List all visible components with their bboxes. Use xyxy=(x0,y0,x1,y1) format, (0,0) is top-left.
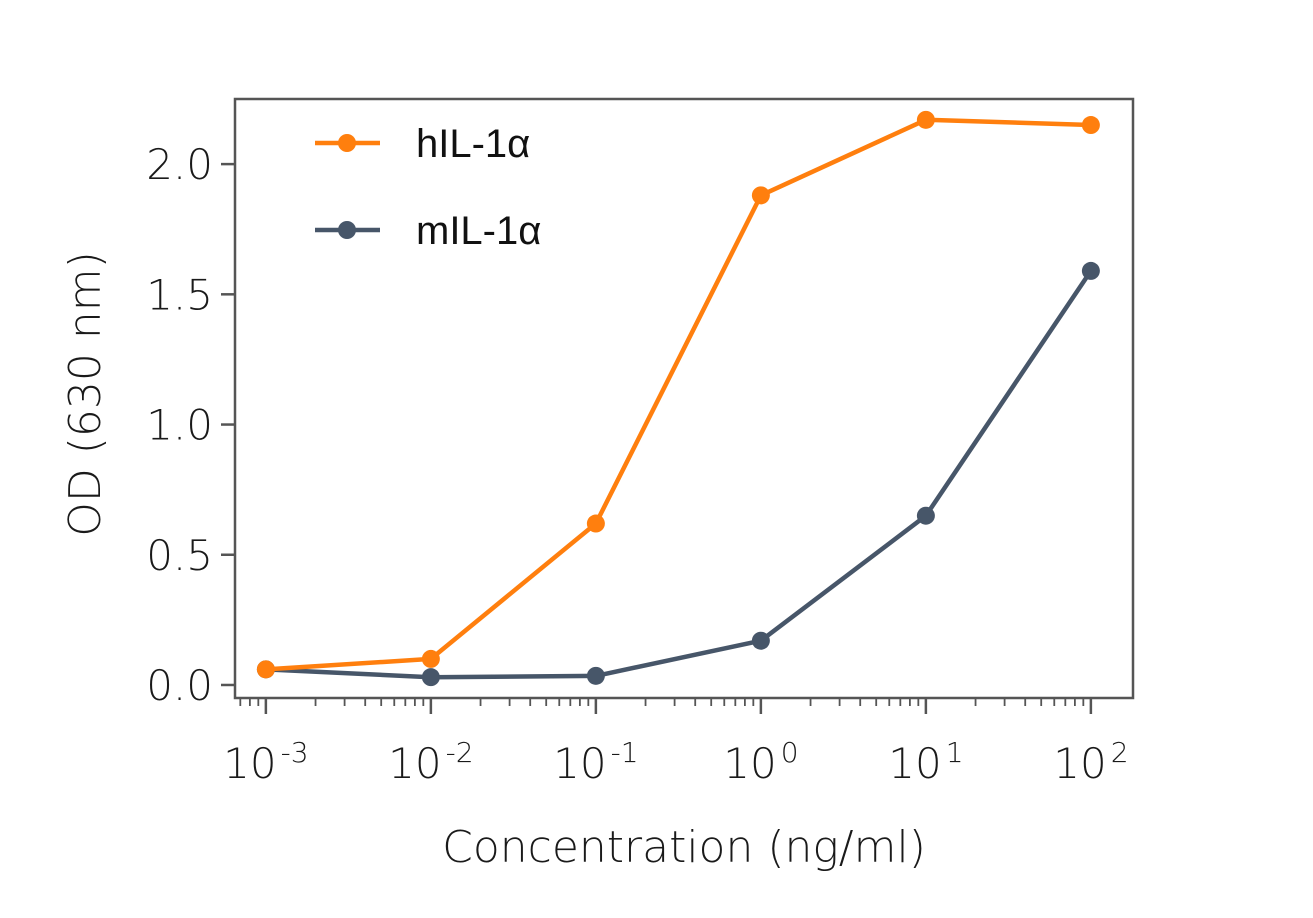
data-point-0-4 xyxy=(916,110,935,129)
data-point-1-4 xyxy=(916,506,935,525)
legend-swatch-marker-0 xyxy=(338,134,356,152)
y-axis: 0.0 0.5 1.0 1.5 2.0 xyxy=(146,140,235,710)
x-tick-label-0: 10 -3 xyxy=(223,736,308,788)
series-1 xyxy=(256,261,1100,687)
x-tick-label-3: 10 0 xyxy=(723,736,798,788)
legend-item-1: mIL-1α xyxy=(315,209,541,253)
series-0 xyxy=(256,110,1100,679)
y-tick-label-3: 1.5 xyxy=(146,270,213,319)
data-point-0-2 xyxy=(586,514,605,533)
data-point-0-1 xyxy=(421,649,440,668)
y-tick-label-2: 1.0 xyxy=(146,401,213,450)
x-tick-label-4: 10 1 xyxy=(888,736,963,788)
legend-label-1: mIL-1α xyxy=(416,209,541,253)
legend-label-0: hIL-1α xyxy=(416,122,530,166)
data-point-1-3 xyxy=(751,631,770,650)
x-tick-label-2: 10 -1 xyxy=(553,736,638,788)
x-axis: 10 -3 10 -2 10 -1 10 0 10 1 10 2 xyxy=(223,698,1129,788)
x-axis-title: Concentration (ng/ml) xyxy=(442,822,926,873)
y-tick-label-0: 0.0 xyxy=(146,661,213,710)
legend: hIL-1α mIL-1α xyxy=(315,122,541,253)
legend-item-0: hIL-1α xyxy=(315,122,530,166)
data-point-1-5 xyxy=(1081,261,1100,280)
x-tick-label-1: 10 -2 xyxy=(388,736,473,788)
series-line-0 xyxy=(265,117,1091,672)
series-layer xyxy=(256,110,1100,687)
y-axis-title: OD (630 nm) xyxy=(60,251,111,537)
plot-frame xyxy=(233,97,1135,700)
legend-swatch-marker-1 xyxy=(338,221,356,239)
x-tick-label-5: 10 2 xyxy=(1053,736,1128,788)
data-point-1-2 xyxy=(586,666,605,685)
data-point-1-1 xyxy=(421,668,440,687)
data-point-0-5 xyxy=(1081,116,1100,135)
y-tick-label-4: 2.0 xyxy=(146,140,213,189)
series-line-1 xyxy=(265,269,1093,680)
y-tick-label-1: 0.5 xyxy=(146,531,213,580)
data-point-0-0 xyxy=(256,660,275,679)
data-point-0-3 xyxy=(751,186,770,205)
